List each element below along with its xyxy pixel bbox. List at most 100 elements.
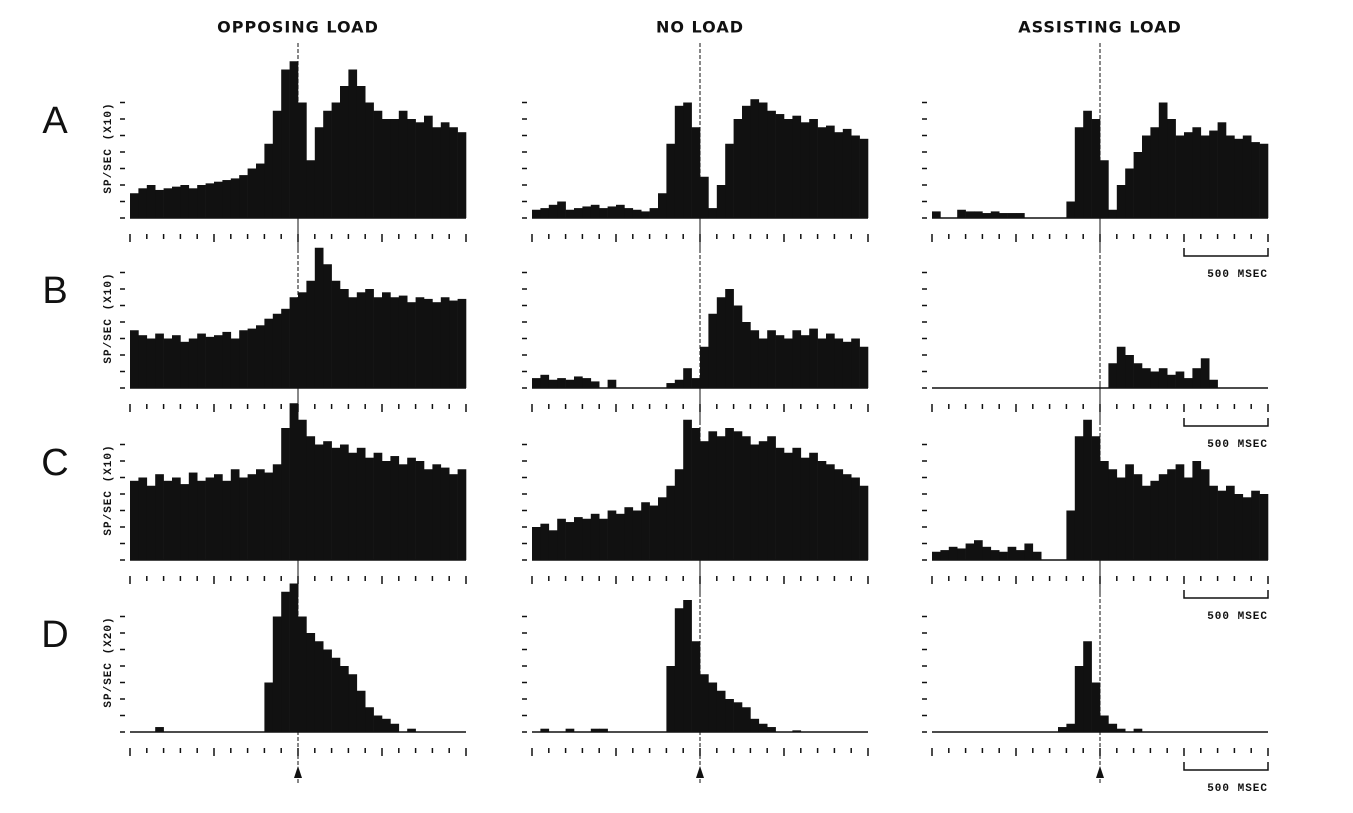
histogram-bar [281,428,290,560]
histogram-bar [390,723,400,732]
histogram-bar [851,338,860,388]
histogram-bar [851,135,860,218]
histogram-bar [264,472,274,560]
column-title: ASSISTING LOAD [1018,18,1182,37]
histogram-bar [390,297,400,388]
scale-bar [1183,762,1269,771]
histogram-bar [365,707,374,732]
histogram-bar [725,289,734,388]
panel-label: B [42,270,67,312]
histogram-bar [540,208,550,218]
histogram-bar [683,419,692,560]
histogram-bar [750,718,760,732]
histogram-bar [1226,485,1235,560]
event-arrow-head [1096,766,1104,778]
histogram-bar [974,211,983,218]
histogram-bar [674,608,684,732]
histogram-bar [1016,550,1025,560]
histogram-bar [155,189,164,218]
histogram-bar [230,338,240,388]
histogram-bar [1058,727,1067,732]
histogram-bar [1125,355,1134,388]
histogram-bar [932,551,941,560]
histogram-bar [792,115,802,218]
histogram-bar [407,728,416,732]
histogram-bar [957,548,966,560]
histogram-bar [440,467,450,560]
histogram-bar [306,633,316,732]
histogram-bar [742,105,751,218]
histogram-bar [982,213,992,218]
histogram-bar [398,464,408,560]
histogram-bar [188,188,198,218]
histogram-bar [1192,461,1202,560]
histogram-bar [373,110,383,218]
histogram-bar [298,102,307,218]
histogram-bar [632,209,642,218]
histogram-bar [590,728,600,732]
histogram-bar [1007,213,1017,218]
histogram-bar [792,447,802,560]
histogram-bar [449,300,458,388]
histogram-bar [298,292,307,388]
histogram-bar [851,477,860,560]
histogram-bar [1024,543,1034,560]
histogram-bar [574,208,583,218]
histogram-bar [632,510,642,560]
scale-bar [1183,590,1269,599]
histogram-bar [247,168,257,218]
histogram-bar [700,176,709,218]
histogram-bar [557,378,566,388]
histogram-bar [197,480,206,560]
panel-label: A [42,100,68,142]
histogram-bar [842,474,852,560]
histogram-bar [348,452,358,560]
histogram-bar [163,188,173,218]
histogram-bar [1200,358,1210,388]
histogram-bar [1074,436,1084,560]
histogram-bar [1200,469,1210,560]
histogram-bar [616,204,625,218]
histogram-bar [532,527,541,560]
histogram-bar [733,431,743,560]
histogram-bar [272,313,282,388]
histogram-bar [666,383,676,388]
histogram-bar [130,480,139,560]
histogram-bar [1234,494,1244,560]
histogram-bar [767,330,776,388]
histogram-bar [314,444,324,560]
histogram-bar [424,469,433,560]
histogram-bar [716,297,726,388]
histogram-bar [1108,723,1118,732]
y-axis-label: SP/SEC (X20) [103,616,115,707]
histogram-bar [247,474,257,560]
histogram-bar [565,728,575,732]
histogram-bar [180,341,190,388]
histogram-bar [548,204,558,218]
column-title: NO LOAD [656,18,744,37]
histogram-bar [940,550,950,560]
histogram-bar [272,616,282,732]
histogram-bar [272,110,282,218]
histogram-bar [990,550,1000,560]
histogram-bar [373,715,383,732]
histogram-bar [348,297,358,388]
histogram-bar [540,374,550,388]
histogram-bar [365,457,374,560]
histogram-bar [449,474,458,560]
histogram-bar [356,292,366,388]
histogram-bar [264,318,274,388]
histogram-bar [457,132,467,218]
histogram-bar [155,474,164,560]
histogram-bar [1108,469,1118,560]
histogram-bar [440,122,450,218]
histogram-bar [965,211,975,218]
y-axis-label: SP/SEC (X10) [103,272,115,363]
histogram-bar [390,456,400,560]
histogram-bar [407,119,416,218]
histogram-bar [323,649,332,732]
histogram-bar [298,616,307,732]
histogram-bar [641,211,650,218]
histogram-bar [331,102,341,218]
histogram-bar [784,338,793,388]
